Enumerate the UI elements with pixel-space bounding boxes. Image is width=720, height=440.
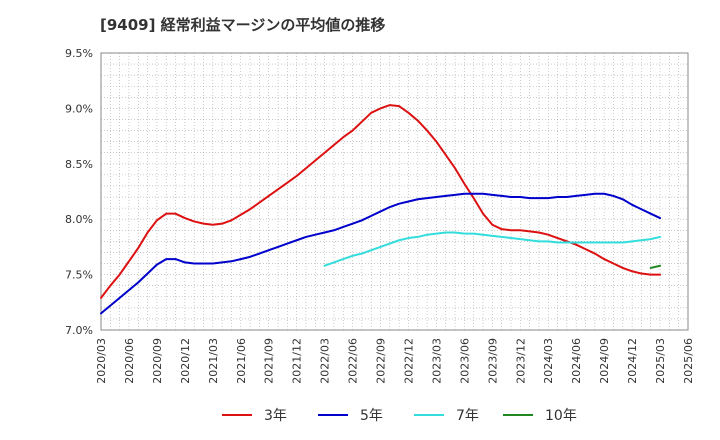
- x-tick-label: 2022/06: [347, 338, 360, 384]
- series-line-4: [649, 264, 662, 269]
- x-tick-label: 2020/09: [151, 338, 164, 384]
- legend-label: 5年: [360, 408, 383, 424]
- grid-lines: [101, 53, 688, 330]
- x-tick-label: 2022/12: [402, 338, 415, 384]
- x-tick-label: 2025/06: [682, 338, 695, 384]
- x-axis-ticks: 2020/03 2020/06 2020/09 2020/12 2021/03 2021/…: [95, 338, 695, 384]
- x-tick-label: 2024/09: [598, 338, 611, 384]
- plot-frame: [100, 52, 689, 331]
- chart-title: [9409] 経常利益マージンの平均値の推移: [100, 16, 386, 34]
- legend-label: 7年: [456, 408, 479, 424]
- y-tick-label: 9.0%: [65, 102, 93, 115]
- x-tick-label: 2023/06: [458, 338, 471, 384]
- x-tick-label: 2024/12: [626, 338, 639, 384]
- x-tick-label: 2021/06: [235, 338, 248, 384]
- x-tick-label: 2021/03: [207, 338, 220, 384]
- x-tick-label: 2024/06: [570, 338, 583, 384]
- x-tick-label: 2023/12: [514, 338, 527, 384]
- legend-label: 10年: [545, 408, 577, 424]
- legend: 3年 5年 7年 10年: [222, 408, 577, 424]
- series-lines: [100, 104, 662, 315]
- x-tick-label: 2020/03: [95, 338, 108, 384]
- legend-label: 3年: [264, 408, 287, 424]
- y-tick-label: 8.0%: [65, 213, 93, 226]
- x-tick-label: 2021/09: [263, 338, 276, 384]
- x-tick-label: 2023/09: [486, 338, 499, 384]
- x-tick-label: 2022/09: [375, 338, 388, 384]
- x-tick-label: 2025/03: [654, 338, 667, 384]
- series-line-2: [100, 192, 662, 315]
- y-tick-label: 7.5%: [65, 269, 93, 282]
- y-tick-label: 8.5%: [65, 158, 93, 171]
- y-tick-label: 7.0%: [65, 324, 93, 337]
- x-tick-label: 2022/03: [319, 338, 332, 384]
- x-tick-label: 2020/06: [123, 338, 136, 384]
- y-axis-ticks: 7.0% 7.5% 8.0% 8.5% 9.0% 9.5%: [65, 47, 93, 337]
- x-tick-label: 2024/03: [542, 338, 555, 384]
- series-line-3: [323, 231, 662, 267]
- x-tick-label: 2020/12: [179, 338, 192, 384]
- series-line-1: [100, 104, 662, 299]
- x-tick-label: 2021/12: [291, 338, 304, 384]
- x-tick-label: 2023/03: [430, 338, 443, 384]
- y-tick-label: 9.5%: [65, 47, 93, 60]
